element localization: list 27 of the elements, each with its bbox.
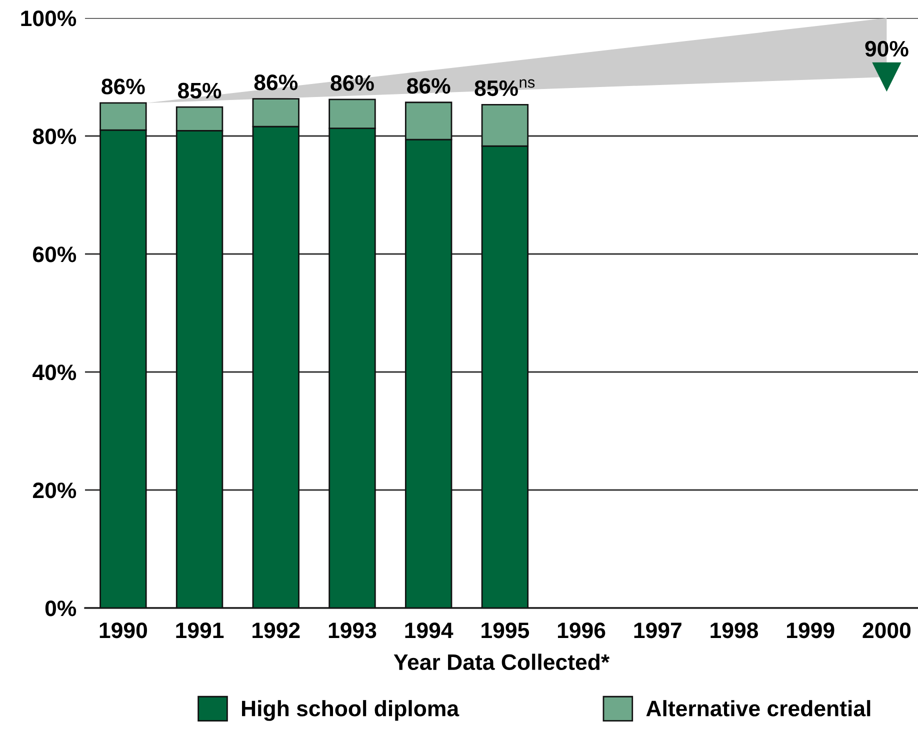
- x-tick-label: 1999: [787, 622, 834, 638]
- total-label: 85%: [178, 82, 222, 99]
- y-tick-label: 100%: [21, 10, 76, 26]
- x-tick-label: 2000: [862, 622, 911, 638]
- x-axis-title: Year Data Collected*: [394, 654, 610, 670]
- x-tick-label: 1997: [634, 622, 682, 638]
- x-tick-label: 1991: [176, 622, 224, 638]
- x-tick-label: 1992: [252, 622, 300, 638]
- total-label: 86%: [330, 75, 374, 91]
- x-tick-label: 1990: [100, 622, 147, 638]
- total-label: 86%: [407, 78, 450, 94]
- legend-label: High school diploma: [242, 700, 460, 721]
- total-label: 86%: [102, 78, 145, 94]
- y-tick-label: 0%: [45, 600, 76, 616]
- y-tick-label: 40%: [32, 364, 76, 380]
- x-tick-label: 1993: [328, 622, 376, 638]
- y-tick-label: 80%: [32, 128, 76, 144]
- x-tick-label: 1998: [710, 622, 758, 638]
- x-tick-label: 1994: [405, 622, 454, 638]
- total-label: 86%: [254, 74, 298, 90]
- y-tick-label: 60%: [33, 246, 76, 262]
- x-tick-label: 1995: [482, 622, 530, 638]
- x-tick-label: 1996: [558, 622, 606, 638]
- total-label: 85%$^{ns}$: [474, 79, 535, 96]
- y-tick-label: 20%: [32, 482, 76, 498]
- legend-label: Alternative credential: [646, 700, 870, 716]
- data-label: 90%: [865, 40, 908, 57]
